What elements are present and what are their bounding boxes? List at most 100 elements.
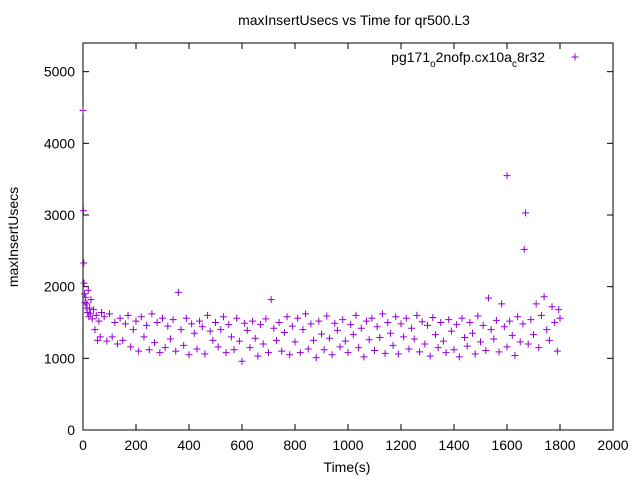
data-point — [80, 279, 88, 287]
data-point — [251, 334, 259, 342]
data-point — [254, 352, 262, 360]
data-point — [520, 245, 528, 253]
x-tick-label: 2000 — [597, 437, 628, 453]
data-point — [86, 310, 94, 318]
data-point — [429, 313, 437, 321]
data-point — [378, 310, 386, 318]
data-point — [80, 207, 88, 215]
data-point — [349, 331, 357, 339]
data-point — [201, 350, 209, 358]
data-point — [368, 314, 376, 322]
data-point — [318, 330, 325, 338]
data-point — [543, 326, 551, 334]
data-point — [477, 338, 484, 346]
y-tick-label: 2000 — [44, 279, 75, 295]
data-point — [267, 296, 275, 304]
data-point — [386, 329, 394, 337]
data-point — [82, 293, 90, 301]
x-axis: 0 200 400 600 800 1000 1200 1400 1600 1800 2000 — [79, 43, 629, 453]
data-point — [352, 311, 360, 319]
data-point — [212, 319, 219, 326]
data-point — [169, 316, 177, 324]
data-point — [553, 347, 561, 355]
data-point — [408, 324, 416, 332]
data-point — [225, 321, 233, 329]
legend-label: pg171o2nofp.cx10ac8r32 — [391, 49, 545, 70]
data-point — [394, 350, 402, 358]
data-point — [384, 319, 392, 326]
data-point — [495, 348, 503, 356]
data-point — [471, 350, 479, 358]
legend-label-mid: 2nofp.cx10a — [436, 49, 512, 65]
data-point — [177, 326, 185, 334]
data-point — [106, 310, 113, 318]
data-point — [129, 326, 137, 334]
data-point — [555, 306, 563, 314]
data-point — [357, 324, 365, 332]
data-point — [466, 319, 474, 326]
data-point — [453, 321, 461, 329]
data-point — [434, 344, 442, 352]
data-point — [416, 348, 424, 356]
data-point — [304, 345, 312, 353]
data-point — [535, 344, 543, 352]
data-point — [530, 331, 537, 339]
data-point — [196, 317, 204, 325]
data-point — [214, 343, 222, 351]
data-point — [108, 333, 116, 341]
data-point — [336, 343, 344, 351]
data-point — [445, 316, 453, 324]
legend-label-sub1: o — [430, 59, 436, 70]
data-point — [219, 313, 227, 321]
x-tick-label: 1400 — [438, 437, 469, 453]
data-point — [278, 347, 286, 355]
x-tick-label: 1200 — [385, 437, 416, 453]
data-point — [299, 326, 307, 334]
data-point — [198, 323, 206, 331]
data-point — [283, 313, 291, 321]
data-point — [522, 209, 530, 217]
data-point — [116, 314, 124, 322]
data-point — [537, 311, 545, 319]
legend-marker — [571, 53, 579, 61]
data-point — [100, 313, 108, 321]
data-point — [511, 351, 519, 359]
data-point — [551, 319, 559, 326]
data-point — [257, 321, 265, 329]
data-point — [312, 354, 320, 362]
data-point — [492, 316, 500, 324]
data-point — [402, 314, 410, 322]
data-point — [151, 339, 159, 347]
legend-label-main: pg171 — [391, 49, 430, 65]
data-point — [333, 326, 341, 334]
x-tick-label: 1600 — [491, 437, 522, 453]
data-point — [437, 319, 445, 326]
data-point — [455, 353, 463, 361]
data-point — [132, 317, 140, 325]
data-point — [484, 294, 492, 302]
data-point — [84, 286, 92, 294]
data-point — [506, 317, 514, 325]
x-tick-label: 200 — [124, 437, 148, 453]
data-point — [365, 336, 373, 344]
data-point — [280, 329, 288, 337]
data-point — [272, 336, 280, 344]
data-point — [172, 347, 180, 355]
data-point — [161, 344, 169, 352]
data-point — [148, 310, 156, 318]
data-point — [442, 349, 450, 357]
data-point — [145, 346, 153, 354]
data-point — [532, 300, 540, 308]
data-point — [447, 327, 455, 335]
data-point — [190, 329, 198, 337]
data-point — [410, 335, 418, 343]
data-point — [355, 344, 363, 352]
data-point — [307, 320, 315, 328]
data-point — [159, 314, 166, 322]
data-point — [400, 333, 408, 341]
data-point — [527, 316, 535, 324]
data-point — [193, 345, 201, 353]
data-point — [421, 340, 429, 348]
data-point — [121, 320, 129, 328]
